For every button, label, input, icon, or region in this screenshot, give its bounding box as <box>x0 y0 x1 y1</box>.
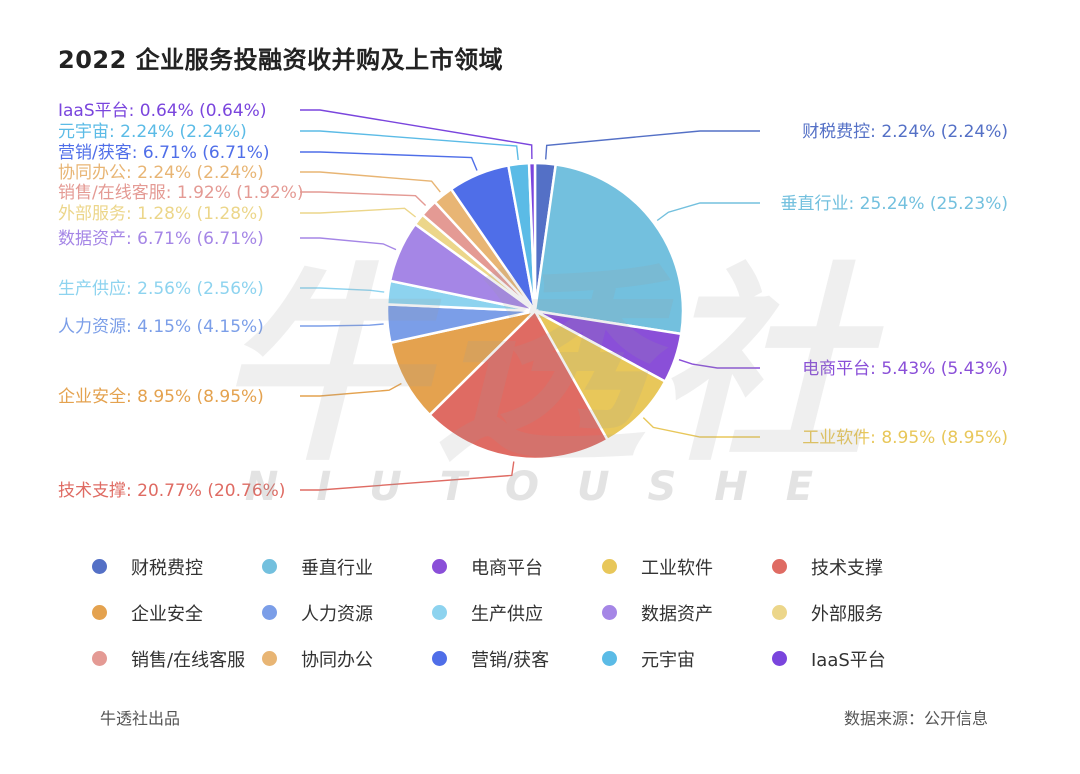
pie-slice-2 <box>533 163 685 336</box>
legend-item-15[interactable]: IaaS平台 <box>772 647 942 671</box>
legend-swatch <box>262 559 277 574</box>
leader-line-15 <box>300 109 533 160</box>
slice-label-11: 销售/在线客服: 1.92% (1.92%) <box>58 183 304 203</box>
legend-item-1[interactable]: 财税费控 <box>92 555 262 579</box>
leader-line-3 <box>678 359 760 369</box>
legend-label: 销售/在线客服 <box>131 649 246 671</box>
legend: 财税费控 垂直行业 电商平台 工业软件 技术支撑企业安全 人力资源 生产供应 数据资产 外部服务… <box>92 555 1012 671</box>
legend-item-11[interactable]: 销售/在线客服 <box>92 647 262 671</box>
legend-label: 工业软件 <box>641 557 713 579</box>
slice-label-2: 垂直行业: 25.24% (25.23%) <box>781 194 1008 214</box>
slice-label-12: 协同办公: 2.24% (2.24%) <box>58 163 264 183</box>
leader-line-1 <box>545 130 760 160</box>
pie-slice-4 <box>531 307 667 442</box>
legend-swatch <box>92 651 107 666</box>
slice-label-1: 财税费控: 2.24% (2.24%) <box>802 122 1008 142</box>
leader-line-2 <box>656 202 760 222</box>
legend-swatch <box>262 605 277 620</box>
slice-label-5: 技术支撑: 20.77% (20.76%) <box>58 481 285 501</box>
legend-swatch <box>772 559 787 574</box>
legend-label: 人力资源 <box>301 603 373 625</box>
legend-item-12[interactable]: 协同办公 <box>262 647 432 671</box>
legend-swatch <box>92 605 107 620</box>
legend-item-3[interactable]: 电商平台 <box>432 555 602 579</box>
leader-line-5 <box>300 461 515 491</box>
legend-item-2[interactable]: 垂直行业 <box>262 555 432 579</box>
legend-label: 技术支撑 <box>811 557 883 579</box>
slice-label-6: 企业安全: 8.95% (8.95%) <box>58 387 264 407</box>
leader-line-7 <box>300 323 384 327</box>
pie-chart: 财税费控: 2.24% (2.24%) 垂直行业: 25.24% (25.23%)… <box>58 101 1008 501</box>
legend-swatch <box>432 605 447 620</box>
pie-slice-6 <box>388 308 539 417</box>
slice-label-10: 外部服务: 1.28% (1.28%) <box>58 204 264 224</box>
legend-label: 财税费控 <box>131 557 203 579</box>
legend-item-9[interactable]: 数据资产 <box>602 601 772 625</box>
slice-label-13: 营销/获客: 6.71% (6.71%) <box>58 143 270 163</box>
legend-label: 生产供应 <box>471 603 543 625</box>
leader-line-13 <box>300 151 478 171</box>
leader-line-14 <box>300 130 519 160</box>
legend-item-6[interactable]: 企业安全 <box>92 601 262 625</box>
legend-swatch <box>92 559 107 574</box>
leader-line-8 <box>300 287 385 293</box>
legend-item-14[interactable]: 元宇宙 <box>602 647 772 671</box>
pie-slice-15 <box>527 161 537 312</box>
legend-item-7[interactable]: 人力资源 <box>262 601 432 625</box>
legend-swatch <box>432 651 447 666</box>
slice-label-4: 工业软件: 8.95% (8.95%) <box>802 428 1008 448</box>
legend-label: 外部服务 <box>811 603 883 625</box>
legend-item-13[interactable]: 营销/获客 <box>432 647 602 671</box>
chart-title: 2022 企业服务投融资收并购及上市领域 <box>58 46 504 74</box>
legend-swatch <box>602 651 617 666</box>
legend-item-5[interactable]: 技术支撑 <box>772 555 942 579</box>
legend-item-8[interactable]: 生产供应 <box>432 601 602 625</box>
slice-label-8: 生产供应: 2.56% (2.56%) <box>58 279 264 299</box>
legend-label: IaaS平台 <box>811 649 886 671</box>
legend-label: 营销/获客 <box>471 649 550 671</box>
pie-slice-5 <box>427 308 610 461</box>
legend-swatch <box>772 605 787 620</box>
leader-line-4 <box>642 417 760 438</box>
footer-source: 数据来源：公开信息 <box>843 709 988 728</box>
legend-label: 垂直行业 <box>301 557 373 579</box>
slice-label-9: 数据资产: 6.71% (6.71%) <box>58 229 264 249</box>
legend-swatch <box>602 559 617 574</box>
legend-item-10[interactable]: 外部服务 <box>772 601 942 625</box>
legend-swatch <box>432 559 447 574</box>
legend-swatch <box>602 605 617 620</box>
slice-label-7: 人力资源: 4.15% (4.15%) <box>58 317 264 337</box>
legend-swatch <box>262 651 277 666</box>
footer-credit: 牛透社出品 <box>100 709 181 728</box>
leader-line-12 <box>300 171 441 193</box>
legend-label: 协同办公 <box>301 649 373 671</box>
leader-line-9 <box>300 237 397 251</box>
leader-line-10 <box>300 207 417 218</box>
legend-label: 电商平台 <box>471 557 543 579</box>
legend-swatch <box>772 651 787 666</box>
legend-item-4[interactable]: 工业软件 <box>602 555 772 579</box>
legend-label: 企业安全 <box>131 603 203 625</box>
legend-label: 元宇宙 <box>641 649 695 671</box>
leader-line-11 <box>300 191 427 207</box>
slice-label-15: IaaS平台: 0.64% (0.64%) <box>58 101 266 121</box>
leader-line-6 <box>300 382 402 397</box>
slice-label-3: 电商平台: 5.43% (5.43%) <box>802 359 1008 379</box>
legend-label: 数据资产 <box>641 603 713 625</box>
slice-label-14: 元宇宙: 2.24% (2.24%) <box>58 122 247 142</box>
